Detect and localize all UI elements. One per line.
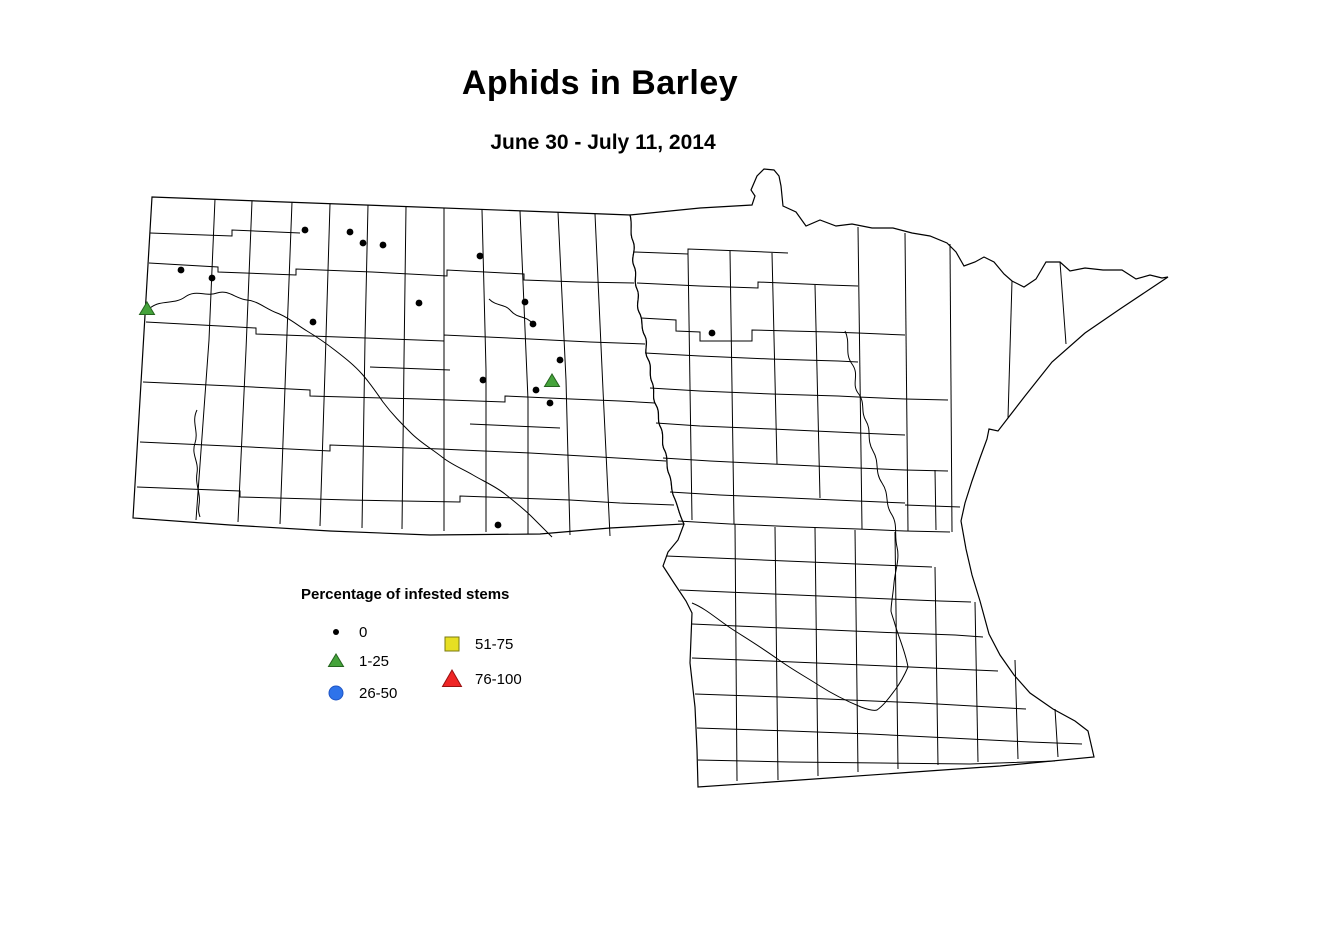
marker-dot [479,376,487,384]
marker-dot [532,386,540,394]
marker-dot [177,266,185,274]
page-title: Aphids in Barley [461,64,739,102]
missouri-river [149,291,553,538]
north-dakota-outline [132,196,685,536]
page-subtitle: June 30 - July 11, 2014 [490,131,716,154]
marker-dot [301,226,309,234]
marker-dot [309,318,317,326]
legend-label: 76-100 [475,670,522,688]
legend-item-1-25: 1-25 [325,649,389,673]
marker-dot [546,399,554,407]
north-dakota-county-lines [136,198,675,537]
legend-header: Percentage of infested stems [301,586,510,603]
sheyenne-river [488,298,534,325]
legend-item-0: 0 [325,620,367,644]
blue-circle-icon [328,685,344,701]
map-markers [138,226,716,529]
marker-dot [476,252,484,260]
green-triangle-icon [327,653,345,667]
legend-label: 0 [359,623,368,641]
marker-dot [708,329,716,337]
legend-item-51-75: 51-75 [441,632,513,656]
marker-dot [346,228,354,236]
marker-dot [415,299,423,307]
legend-label: 51-75 [475,635,514,653]
dot-symbol-icon [333,629,339,635]
red-triangle-icon [441,668,463,687]
minnesota-county-lines [633,226,1083,782]
marker-dot [208,274,216,282]
minnesota-rivers [691,330,909,711]
mississippi-river [844,330,899,612]
marker-dot [529,320,537,328]
yellow-square-icon [444,636,460,652]
marker-triangle-small [138,301,156,315]
marker-dot [359,239,367,247]
marker-dot [556,356,564,364]
north-dakota-rivers [149,291,553,538]
minnesota-outline [629,168,1169,788]
little-missouri-river [193,409,201,518]
marker-dot [521,298,529,306]
legend-item-26-50: 26-50 [325,681,397,705]
legend-label: 1-25 [359,652,390,670]
legend-label: 26-50 [359,684,398,702]
legend-item-76-100: 76-100 [441,667,522,691]
marker-triangle-small [543,373,561,387]
marker-dot [379,241,387,249]
marker-dot [494,521,502,529]
minnesota-river [691,602,909,711]
